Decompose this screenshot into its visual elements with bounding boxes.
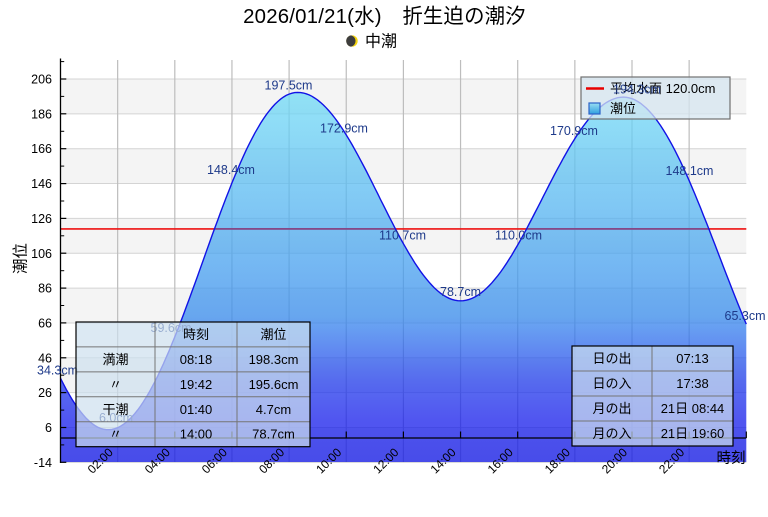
svg-text:〃: 〃 bbox=[109, 427, 122, 442]
svg-text:潮位: 潮位 bbox=[260, 327, 286, 342]
svg-text:110.0cm: 110.0cm bbox=[495, 229, 542, 243]
svg-text:197.5cm: 197.5cm bbox=[265, 78, 313, 92]
svg-text:日の入: 日の入 bbox=[592, 376, 631, 391]
svg-text:194.3cm: 194.3cm bbox=[613, 83, 661, 97]
svg-text:01:40: 01:40 bbox=[180, 402, 213, 417]
svg-text:満潮: 満潮 bbox=[102, 352, 128, 367]
svg-text:時刻: 時刻 bbox=[183, 327, 209, 342]
svg-text:206: 206 bbox=[31, 73, 52, 87]
svg-text:干潮: 干潮 bbox=[102, 402, 128, 417]
svg-text:月の出: 月の出 bbox=[592, 401, 631, 416]
svg-text:2026/01/21(水) 折生迫の潮汐: 2026/01/21(水) 折生迫の潮汐 bbox=[243, 5, 526, 28]
svg-text:潮位: 潮位 bbox=[12, 243, 30, 274]
svg-text:166: 166 bbox=[31, 142, 52, 156]
svg-text:126: 126 bbox=[31, 212, 52, 226]
svg-text:4.7cm: 4.7cm bbox=[256, 402, 291, 417]
svg-text:106: 106 bbox=[31, 247, 52, 261]
svg-text:148.4cm: 148.4cm bbox=[207, 163, 255, 177]
svg-text:170.9cm: 170.9cm bbox=[550, 124, 598, 138]
svg-text:-14: -14 bbox=[34, 456, 52, 470]
svg-text:65.3cm: 65.3cm bbox=[725, 309, 766, 323]
svg-text:172.9cm: 172.9cm bbox=[320, 121, 368, 135]
svg-text:78.7cm: 78.7cm bbox=[252, 427, 295, 442]
svg-text:26: 26 bbox=[38, 386, 52, 400]
svg-text:時刻: 時刻 bbox=[717, 450, 746, 467]
svg-text:14:00: 14:00 bbox=[180, 427, 213, 442]
svg-text:日の出: 日の出 bbox=[592, 351, 631, 366]
svg-text:中潮: 中潮 bbox=[365, 33, 397, 51]
svg-text:21日 08:44: 21日 08:44 bbox=[661, 401, 725, 416]
svg-text:110.7cm: 110.7cm bbox=[379, 229, 426, 243]
svg-text:186: 186 bbox=[31, 107, 52, 121]
svg-text:146: 146 bbox=[31, 177, 52, 191]
svg-text:6: 6 bbox=[45, 421, 52, 435]
svg-text:198.3cm: 198.3cm bbox=[249, 352, 299, 367]
svg-text:17:38: 17:38 bbox=[676, 376, 709, 391]
svg-text:21日 19:60: 21日 19:60 bbox=[661, 426, 725, 441]
svg-text:08:18: 08:18 bbox=[180, 352, 213, 367]
svg-text:78.7cm: 78.7cm bbox=[440, 285, 481, 299]
svg-text:07:13: 07:13 bbox=[676, 351, 709, 366]
svg-text:月の入: 月の入 bbox=[592, 426, 631, 441]
svg-text:潮位: 潮位 bbox=[610, 101, 636, 116]
svg-text:46: 46 bbox=[38, 351, 52, 365]
svg-text:34.3cm: 34.3cm bbox=[37, 363, 78, 377]
svg-text:19:42: 19:42 bbox=[180, 377, 213, 392]
svg-text:148.1cm: 148.1cm bbox=[666, 164, 714, 178]
svg-text:〃: 〃 bbox=[109, 377, 122, 392]
svg-text:195.6cm: 195.6cm bbox=[249, 377, 299, 392]
svg-text:平均水面 120.0cm: 平均水面 120.0cm bbox=[610, 81, 715, 96]
svg-text:66: 66 bbox=[38, 316, 52, 330]
svg-text:86: 86 bbox=[38, 282, 52, 296]
